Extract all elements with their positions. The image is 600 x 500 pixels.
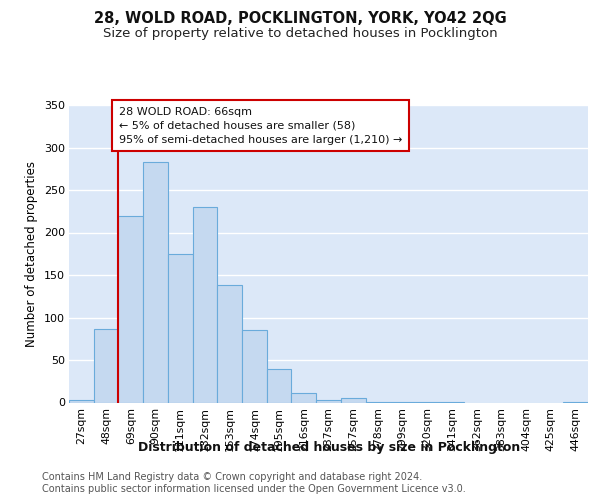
Bar: [94, 328, 118, 402]
Bar: [242, 330, 267, 402]
Text: 28, WOLD ROAD, POCKLINGTON, YORK, YO42 2QG: 28, WOLD ROAD, POCKLINGTON, YORK, YO42 2…: [94, 11, 506, 26]
Bar: [168, 254, 193, 402]
Bar: [69, 400, 94, 402]
Text: Size of property relative to detached houses in Pocklington: Size of property relative to detached ho…: [103, 28, 497, 40]
Bar: [267, 368, 292, 402]
Y-axis label: Number of detached properties: Number of detached properties: [25, 161, 38, 347]
Bar: [217, 285, 242, 403]
Text: 28 WOLD ROAD: 66sqm
← 5% of detached houses are smaller (58)
95% of semi-detache: 28 WOLD ROAD: 66sqm ← 5% of detached hou…: [119, 106, 402, 144]
Text: Contains HM Land Registry data © Crown copyright and database right 2024.: Contains HM Land Registry data © Crown c…: [42, 472, 422, 482]
Bar: [193, 207, 217, 402]
Bar: [143, 162, 168, 402]
Bar: [316, 400, 341, 402]
Text: Distribution of detached houses by size in Pocklington: Distribution of detached houses by size …: [137, 441, 520, 454]
Bar: [341, 398, 365, 402]
Text: Contains public sector information licensed under the Open Government Licence v3: Contains public sector information licen…: [42, 484, 466, 494]
Bar: [118, 216, 143, 402]
Bar: [292, 393, 316, 402]
